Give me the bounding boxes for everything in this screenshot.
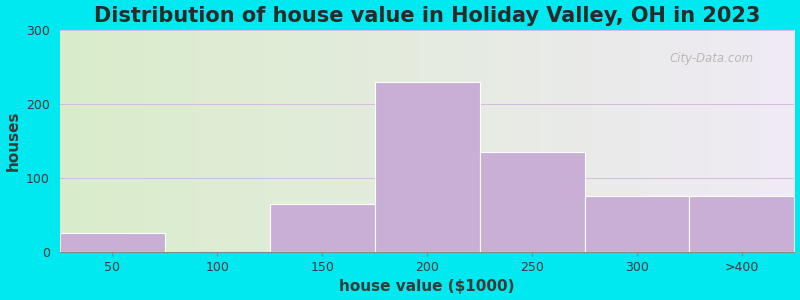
Title: Distribution of house value in Holiday Valley, OH in 2023: Distribution of house value in Holiday V… bbox=[94, 6, 760, 26]
Text: City-Data.com: City-Data.com bbox=[670, 52, 754, 65]
Bar bbox=[479, 152, 585, 252]
Bar bbox=[374, 82, 479, 252]
Bar bbox=[60, 233, 165, 252]
X-axis label: house value ($1000): house value ($1000) bbox=[339, 279, 515, 294]
Bar bbox=[585, 196, 690, 252]
Bar bbox=[270, 204, 374, 252]
Bar bbox=[690, 196, 794, 252]
Y-axis label: houses: houses bbox=[6, 111, 21, 171]
